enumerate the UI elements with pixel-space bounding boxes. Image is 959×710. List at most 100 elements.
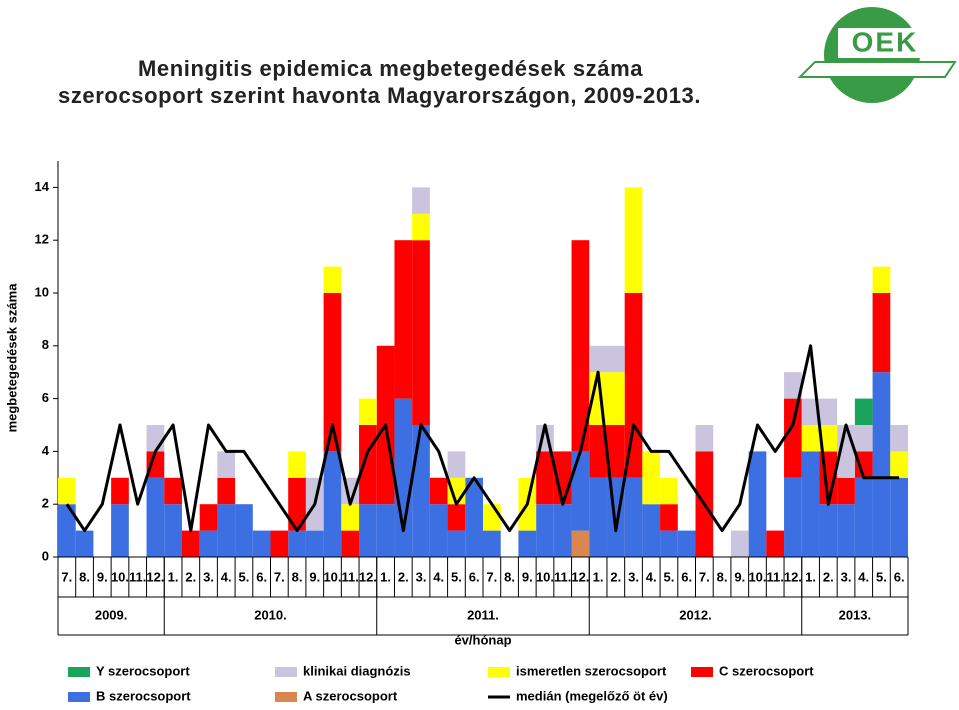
bar-segment [766, 530, 785, 557]
x-tick-label: 9. [309, 569, 320, 584]
x-tick-label: 9. [522, 569, 533, 584]
bar-segment [801, 398, 820, 425]
x-tick-label: 10. [111, 569, 129, 584]
bar-segment [270, 530, 289, 557]
logo-box [838, 28, 932, 58]
x-tick-label: 7. [486, 569, 497, 584]
x-tick-label: 10. [323, 569, 341, 584]
x-tick-label: 11. [554, 569, 571, 584]
bar-segment [642, 451, 661, 505]
bar-segment [217, 451, 236, 478]
year-label: 2011. [467, 607, 499, 622]
bar-segment [606, 345, 625, 373]
bar-segment [181, 530, 200, 557]
bar-segment [589, 477, 607, 557]
x-tick-label: 3. [416, 569, 427, 584]
x-tick-label: 12. [146, 569, 164, 584]
bar-segment [412, 240, 430, 425]
bar-segment [571, 240, 590, 452]
bar-segment [624, 293, 643, 478]
bar-segment [288, 477, 306, 531]
bar-segment [553, 504, 572, 557]
bar-segment [483, 530, 501, 557]
x-tick-label: 6. [256, 569, 267, 584]
x-tick-label: 5. [876, 569, 887, 584]
bar-segment [323, 293, 342, 452]
bar-segment [111, 504, 129, 557]
x-tick-label: 11. [342, 569, 359, 584]
bar-segment [784, 372, 802, 399]
bar-segment [429, 477, 448, 505]
bar-segment [235, 504, 253, 557]
median-line [65, 344, 900, 533]
legend-swatch [691, 667, 713, 677]
x-tick-label: 7. [61, 569, 72, 584]
bar-segment [164, 477, 182, 505]
bar-segment [412, 187, 430, 214]
bar-segment [837, 504, 855, 557]
bar-segment [341, 530, 360, 557]
bar-segment [359, 504, 377, 557]
y-tick-label: 14 [35, 179, 50, 194]
x-tick-label: 6. [681, 569, 692, 584]
x-tick-label: 9. [734, 569, 745, 584]
bar-segment [394, 240, 413, 399]
legend-label: medián (megelőző öt év) [516, 688, 668, 703]
bar-segment [199, 530, 218, 557]
x-tick-label: 2. [185, 569, 196, 584]
y-tick-label: 8 [42, 337, 49, 352]
bar-segment [146, 451, 165, 478]
bar-segment [217, 504, 236, 557]
bar-segment [75, 530, 94, 557]
x-tick-label: 10. [536, 569, 554, 584]
bar-segment [429, 504, 448, 557]
x-tick-label: 8. [79, 569, 90, 584]
bar-segment [288, 451, 306, 478]
x-tick-label: 1. [593, 569, 604, 584]
y-tick-label: 6 [42, 390, 49, 405]
y-tick-label: 12 [35, 232, 49, 247]
logo-text: OEK [852, 26, 919, 57]
bar-segment [819, 425, 838, 452]
x-tick-label: 6. [894, 569, 905, 584]
bar-segment [288, 530, 306, 557]
bar-segment [784, 477, 802, 557]
x-tick-label: 2. [823, 569, 834, 584]
year-label: 2009. [95, 607, 128, 622]
legend-label: A szerocsoport [303, 688, 398, 703]
bar-segment [571, 451, 590, 531]
chart-subtitle: szerocsoport szerint havonta Magyarorszá… [58, 83, 701, 108]
y-tick-label: 0 [42, 548, 49, 563]
x-tick-label: 12. [571, 569, 589, 584]
bar-segment [359, 398, 377, 425]
bar-segment [536, 451, 554, 505]
bar-segment [199, 504, 218, 531]
x-tick-label: 4. [646, 569, 657, 584]
x-tick-label: 9. [97, 569, 108, 584]
legend-label: klinikai diagnózis [303, 663, 411, 678]
bar-segment [624, 477, 643, 557]
bar-segment [376, 504, 395, 557]
x-tick-label: 5. [239, 569, 250, 584]
logo: OEK [797, 7, 957, 103]
bar-segment [819, 504, 838, 557]
bar-segment [642, 504, 661, 557]
bar-segment [730, 530, 749, 557]
x-tick-label: 8. [717, 569, 728, 584]
bar-segment [660, 504, 678, 531]
bar-segment [890, 451, 908, 478]
bar-segment [305, 530, 324, 557]
bar-segment [483, 504, 501, 531]
x-tick-label: 11. [129, 569, 146, 584]
bar-segment [890, 425, 908, 452]
bar-segment [872, 372, 891, 557]
logo-band [797, 61, 957, 78]
chart-title: Meningitis epidemica megbetegedések szám… [138, 56, 643, 81]
x-tick-label: 11. [767, 569, 784, 584]
x-tick-label: 3. [628, 569, 639, 584]
legend-label: Y szerocsoport [96, 663, 190, 678]
bar-segment [341, 504, 360, 531]
bar-segment [819, 398, 838, 425]
year-label: 2013. [839, 607, 872, 622]
